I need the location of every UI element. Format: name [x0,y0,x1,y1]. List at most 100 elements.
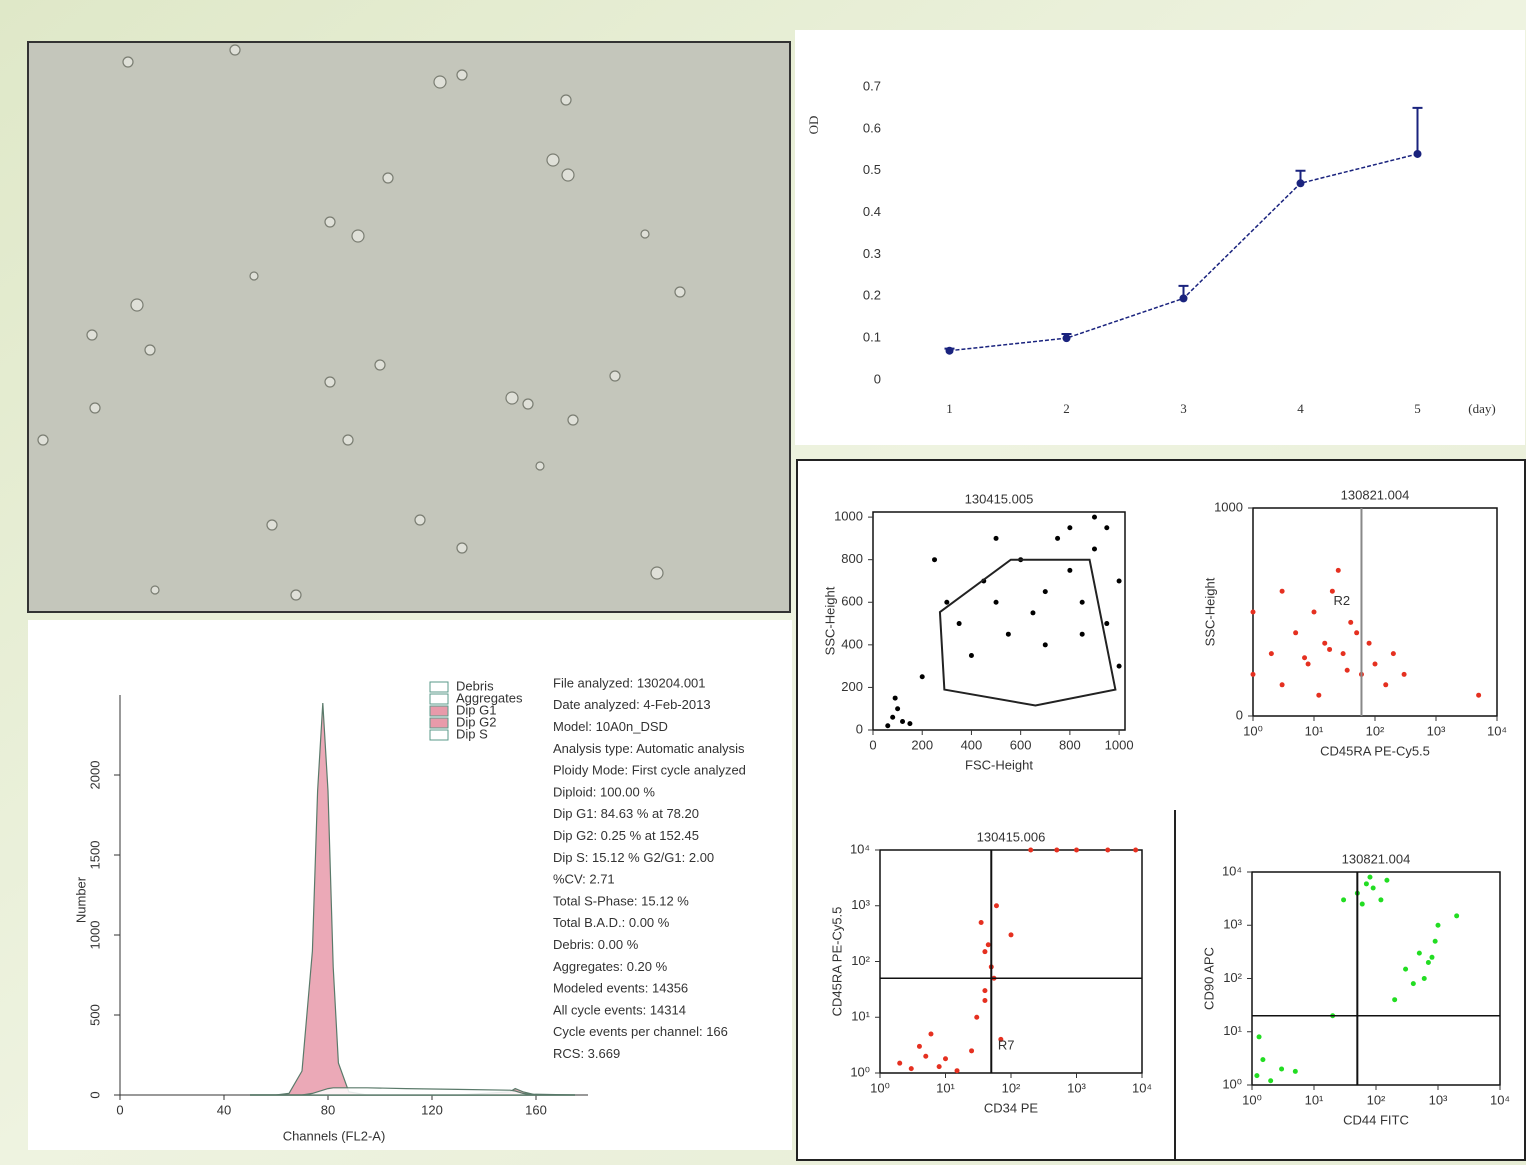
info-line: Analysis type: Automatic analysis [553,741,745,756]
event-point [1322,640,1328,646]
x-tick-label: 10⁴ [1490,1092,1510,1107]
legend-swatch [429,717,449,729]
event-point [1390,651,1396,657]
info-line: Total B.A.D.: 0.00 % [553,915,670,930]
event-point [1383,682,1389,688]
x-tick-label: 10² [1002,1080,1021,1095]
event-point [1435,922,1441,928]
event-point [1042,589,1048,595]
event-point [908,1066,914,1072]
event-point [1421,976,1427,981]
event-point [1340,651,1346,657]
event-point [1104,621,1110,627]
y-tick-label: 10³ [1223,917,1242,932]
gate [938,558,1117,707]
event-point [936,1064,942,1070]
x-tick-label: 3 [1180,401,1187,416]
info-line: File analyzed: 130204.001 [553,675,706,690]
event-point [907,721,913,727]
event-point [1366,640,1372,646]
event-point [1079,631,1085,637]
x-axis-label: CD34 PE [984,1100,1039,1115]
event-point [1341,897,1347,903]
event-point [993,903,999,909]
y-axis-label: Number [73,876,88,923]
event-point [1454,913,1460,919]
event-point [1367,874,1373,880]
event-point [974,1014,980,1020]
x-tick-label: 2 [1063,401,1070,416]
info-line: Dip S: 15.12 % G2/G1: 2.00 [553,850,714,865]
event-point [954,1068,960,1074]
x-axis-label: (day) [1468,401,1495,416]
event-point [1335,567,1341,573]
event-point [1359,901,1365,907]
x-tick-label: 4 [1297,401,1304,416]
event-point [1079,599,1085,605]
histogram-area [250,1087,575,1096]
event-point [1005,631,1011,637]
event-point [1401,671,1407,677]
y-tick-label: 10³ [851,897,870,912]
y-tick-label: 1000 [834,509,863,524]
event-point [1055,535,1061,541]
event-point [885,723,891,729]
event-point [890,714,896,720]
event-point [1254,1073,1260,1079]
event-point [1268,1078,1274,1084]
y-axis-label: OD [806,116,821,135]
x-tick-label: 1 [946,401,953,416]
event-point [982,949,988,955]
y-axis-label: CD45RA PE-Cy5.5 [829,907,844,1017]
event-point [1074,847,1079,853]
growth-panel [795,30,1525,445]
x-tick-label: 10² [1366,723,1385,738]
event-point [943,1056,948,1062]
info-line: %CV: 2.71 [553,872,615,887]
event-point [1378,897,1384,903]
x-tick-label: 120 [421,1102,443,1117]
event-point [1279,682,1285,688]
x-tick-label: 80 [321,1102,335,1117]
event-point [1042,642,1048,648]
x-tick-label: 10⁴ [1132,1080,1152,1095]
event-point [1384,877,1390,883]
plot-title: 130821.004 [1342,851,1411,866]
error-bar [1412,106,1423,154]
y-tick-label: 10¹ [851,1009,870,1024]
event-point [900,718,906,724]
event-point [1425,959,1431,965]
info-line: Date analyzed: 4-Feb-2013 [553,697,711,712]
x-tick-label: 10³ [1429,1092,1448,1107]
event-point [1054,847,1060,853]
region-label: R2 [1334,593,1351,608]
event-point [1410,981,1416,987]
y-tick-label: 0.5 [863,162,881,177]
event-point [1302,655,1308,661]
x-tick-label: 1000 [1105,737,1134,752]
event-point [1250,671,1256,677]
x-tick-label: 5 [1414,401,1421,416]
legend-label: Debris [456,678,494,693]
y-tick-label: 0.7 [863,78,881,93]
y-tick-label: 10⁴ [1222,863,1242,878]
y-axis-label: SSC-Height [822,586,837,655]
y-tick-label: 10⁰ [850,1064,870,1079]
x-tick-label: 600 [1010,737,1032,752]
info-line: Modeled events: 14356 [553,981,688,996]
event-point [1268,651,1274,657]
info-line: RCS: 3.669 [553,1046,620,1061]
cells [37,44,686,601]
y-axis-label: CD90 APC [1201,947,1216,1010]
event-point [1370,885,1376,891]
x-tick-label: 10¹ [1305,723,1324,738]
y-axis-label: SSC-Height [1202,577,1217,646]
info-line: Dip G2: 0.25 % at 152.45 [553,828,699,843]
y-tick-label: 0.6 [863,120,881,135]
y-tick-label: 1000 [1214,499,1243,514]
x-axis-label: CD45RA PE-Cy5.5 [1320,743,1430,758]
event-point [1293,630,1299,636]
y-tick-label: 0.1 [863,330,881,345]
x-tick-label: 10⁰ [870,1080,890,1095]
event-point [1250,609,1256,615]
